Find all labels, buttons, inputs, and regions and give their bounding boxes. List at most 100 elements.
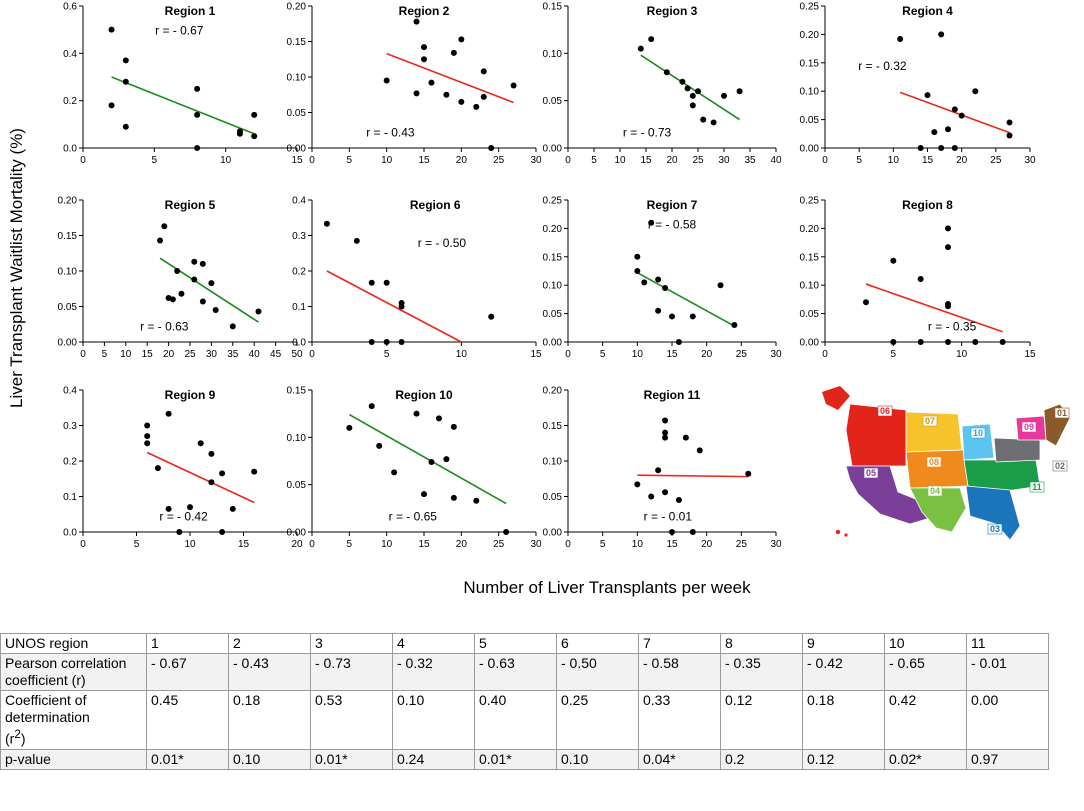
region-02-shape	[993, 437, 1041, 463]
data-point	[863, 299, 869, 306]
r-value-label: r = - 0.50	[418, 236, 467, 250]
x-tick-label: 5	[102, 349, 108, 360]
data-point	[346, 424, 353, 431]
x-tick-label: 5	[600, 349, 606, 360]
data-point	[413, 90, 420, 97]
data-point	[648, 36, 655, 43]
y-tick-label: 0.05	[287, 108, 307, 119]
scatter-panel: 0 5 10 15 20 25 30 0.00 0.05 0.10 0.15 0.20 0.25 Regi…	[800, 2, 1036, 167]
data-point	[368, 339, 375, 345]
region-label: 10	[973, 428, 983, 438]
x-tick-label: 25	[493, 539, 505, 550]
data-point	[917, 145, 924, 151]
data-point	[187, 504, 193, 511]
data-point	[972, 88, 979, 95]
unos-stats-table: UNOS region 1 2 3 4 5 6 7 8 9 10 11 Pear…	[0, 633, 1049, 770]
data-point	[648, 219, 655, 226]
trend-line	[386, 52, 514, 104]
y-tick-label: 0.05	[543, 309, 563, 320]
data-point	[122, 78, 129, 85]
x-tick-label: 25	[736, 349, 748, 360]
x-tick-label: 0	[565, 539, 571, 550]
y-tick-label: 0.2	[292, 267, 306, 278]
data-point	[637, 45, 644, 52]
x-tick-label: 15	[418, 155, 430, 166]
data-point	[655, 307, 662, 314]
x-tick-label: 20	[291, 539, 303, 550]
data-point	[108, 26, 115, 33]
panel-title: Region 5	[165, 198, 216, 212]
y-tick-label: 0.15	[287, 37, 307, 48]
x-tick-label: 5	[347, 155, 353, 166]
scatter-panel: 0 5 10 15 20 25 30 0.00 0.05 0.10 0.15 0.20 0.25 Regi…	[543, 196, 782, 361]
data-point	[897, 35, 904, 42]
table-cell: 0.33	[638, 690, 721, 750]
data-point	[161, 223, 168, 230]
y-tick-label: 0.00	[800, 338, 820, 349]
table-cell: 0.53	[310, 690, 393, 750]
table-cell: - 0.58	[638, 653, 721, 691]
table-cell: 2	[228, 633, 311, 654]
y-tick-label: 0.15	[543, 2, 563, 13]
x-tick-label: 0	[565, 349, 571, 360]
data-point	[662, 489, 669, 496]
x-tick-label: 15	[530, 349, 542, 360]
data-point	[194, 145, 201, 151]
trend-line	[637, 474, 749, 478]
trend-line	[636, 272, 735, 327]
trend-line	[111, 76, 255, 135]
x-tick-label: 0	[309, 349, 315, 360]
x-tick-label: 20	[456, 155, 468, 166]
scatter-panel: 0 5 10 15 20 0.0 0.1 0.2 0.3 0.4 Region 9 r = - 0.4…	[63, 386, 303, 551]
x-tick-label: 45	[270, 349, 282, 360]
trend-line	[865, 283, 1003, 333]
alaska-shape	[822, 386, 850, 410]
data-point	[413, 410, 420, 417]
panel-title: Region 7	[647, 198, 698, 212]
y-tick-label: 0.15	[543, 252, 563, 263]
x-tick-label: 25	[692, 155, 704, 166]
data-point	[194, 111, 201, 118]
scatter-panel: 0 5 10 15 20 25 30 0.00 0.05 0.10 0.15 0.20 Region 1…	[543, 386, 782, 551]
data-point	[443, 456, 450, 463]
y-tick-label: 0.1	[63, 492, 77, 503]
trend-line	[146, 451, 255, 504]
region-label: 08	[929, 457, 939, 467]
data-point	[383, 279, 390, 286]
row-header-sup: 2	[14, 728, 21, 741]
region-label: 01	[1057, 408, 1067, 418]
x-tick-label: 0	[80, 539, 86, 550]
table-cell: 0.2	[720, 748, 803, 770]
y-tick-label: 0.10	[800, 281, 820, 292]
r-value-label: r = - 0.73	[623, 126, 672, 140]
hawaii-shape	[835, 529, 841, 535]
data-point	[510, 82, 517, 89]
data-point	[122, 57, 129, 64]
x-tick-label: 30	[770, 539, 782, 550]
x-tick-label: 0	[80, 349, 86, 360]
data-point	[450, 49, 457, 56]
table-cell: 0.12	[720, 690, 803, 750]
table-cell: 5	[474, 633, 557, 654]
table-cell: - 0.63	[474, 653, 557, 691]
region-label-box	[1029, 481, 1045, 493]
data-point	[958, 112, 965, 119]
data-point	[634, 253, 641, 260]
table-cell: 4	[392, 633, 475, 654]
data-point	[236, 130, 243, 137]
y-tick-label: 0.2	[63, 96, 77, 107]
x-tick-label: 0	[565, 155, 571, 166]
y-tick-label: 0.20	[58, 196, 78, 207]
y-tick-label: 0.15	[58, 231, 78, 242]
y-tick-label: 0.15	[800, 252, 820, 263]
data-point	[972, 339, 979, 345]
row-header-r: (r	[5, 730, 15, 747]
region-08-shape	[905, 449, 969, 489]
trend-line	[326, 270, 462, 343]
x-tick-label: 30	[1024, 155, 1036, 166]
data-point	[191, 276, 198, 283]
panel-title: Region 6	[410, 198, 461, 212]
data-point	[212, 307, 219, 314]
data-point	[662, 429, 669, 436]
table-cell: 0.45	[146, 690, 229, 750]
